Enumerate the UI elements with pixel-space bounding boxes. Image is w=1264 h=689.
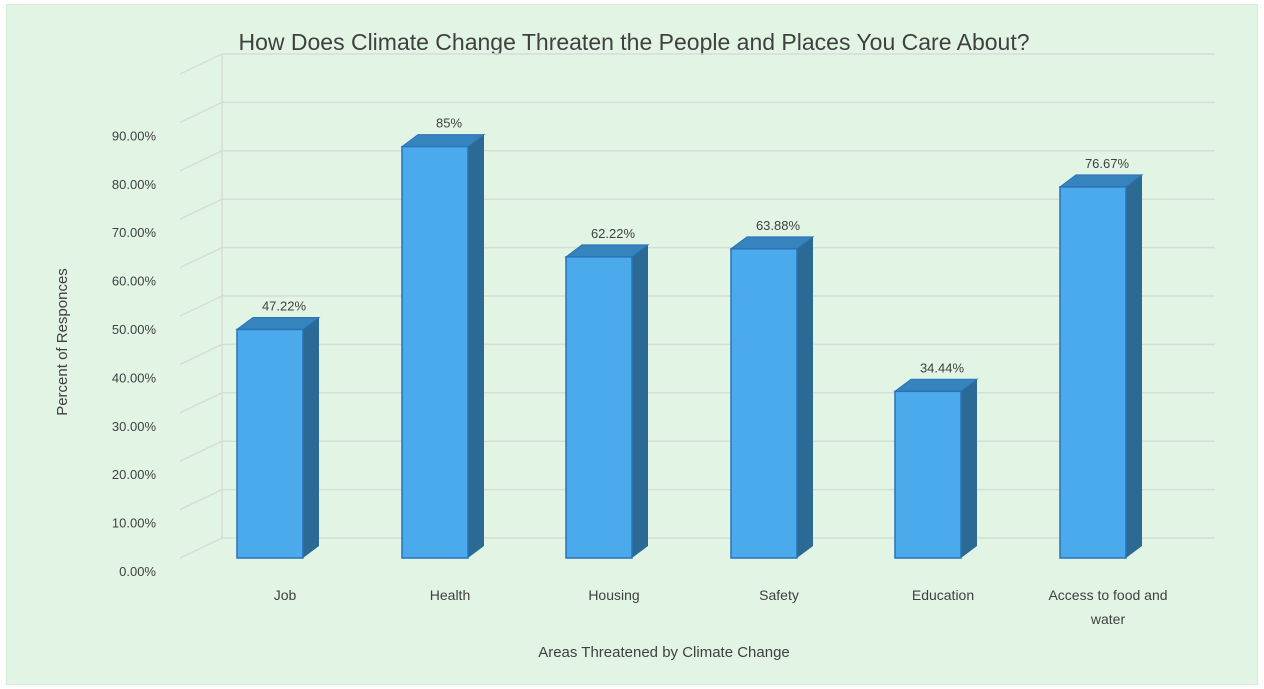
bar-front <box>401 145 469 559</box>
y-tick-label: 10.00% <box>112 516 157 531</box>
gridline-diagonal <box>179 488 223 511</box>
y-axis-title: Percent of Responces <box>54 268 71 416</box>
bar-front <box>1059 186 1127 559</box>
data-label: 76.67% <box>1085 156 1130 171</box>
y-tick-label: 60.00% <box>112 274 157 289</box>
gridline-diagonal <box>179 246 223 269</box>
bar: 34.44% <box>893 360 979 559</box>
x-axis-title: Areas Threatened by Climate Change <box>538 644 790 661</box>
y-tick-label: 50.00% <box>112 322 157 337</box>
y-tick-label: 70.00% <box>112 225 157 240</box>
bar-front <box>894 390 962 559</box>
y-tick-label: 90.00% <box>112 128 157 143</box>
bar-side <box>797 236 813 558</box>
data-label: 85% <box>436 116 462 131</box>
x-axis-categories: Job Health Housing Safety Education Access to… <box>274 587 1168 627</box>
x-category-label: Education <box>912 587 974 603</box>
bar: 76.67% <box>1058 156 1144 559</box>
data-label: 34.44% <box>920 360 965 375</box>
chart-title: How Does Climate Change Threaten the Peo… <box>238 29 1029 55</box>
y-tick-label: 80.00% <box>112 177 157 192</box>
gridline-diagonal <box>179 295 223 317</box>
bar: 85% <box>400 116 486 559</box>
bar-front <box>730 248 798 559</box>
gridline-diagonal <box>179 101 223 124</box>
data-label: 62.22% <box>591 226 636 241</box>
x-category-label: water <box>1090 611 1126 627</box>
x-category-label: Job <box>274 587 297 603</box>
bar-front <box>565 256 633 559</box>
bars: 47.22% 85% 62.22% 63.88% 34.44% 76.67% <box>235 116 1144 559</box>
y-tick-label: 20.00% <box>112 467 157 482</box>
y-tick-label: 40.00% <box>112 370 157 385</box>
y-tick-label: 0.00% <box>119 564 156 579</box>
y-tick-label: 30.00% <box>112 419 157 434</box>
bar-side <box>303 317 319 558</box>
x-category-label: Safety <box>759 587 799 603</box>
data-label: 47.22% <box>262 298 307 313</box>
bar: 63.88% <box>729 218 815 559</box>
y-axis-ticks: 0.00% 10.00% 20.00% 30.00% 40.00% 50.00% 60.00… <box>112 128 157 579</box>
x-category-label: Housing <box>588 587 639 603</box>
bar-front <box>236 328 304 559</box>
bar-side <box>961 379 977 558</box>
gridline-diagonal <box>179 343 223 366</box>
gridline-diagonal <box>179 537 223 559</box>
x-category-label: Access to food and <box>1048 587 1167 603</box>
data-label: 63.88% <box>756 218 801 233</box>
bar: 47.22% <box>235 298 321 559</box>
bar-side <box>632 244 648 558</box>
gridline-diagonal <box>179 440 223 462</box>
bar-side <box>1126 174 1142 558</box>
gridline-diagonal <box>179 392 223 414</box>
gridline-diagonal <box>179 150 223 172</box>
bar: 62.22% <box>564 226 650 559</box>
gridline-diagonal <box>179 53 223 75</box>
gridline-diagonal <box>179 198 223 220</box>
gridlines <box>179 53 1215 559</box>
x-category-label: Health <box>430 587 470 603</box>
bar-side <box>468 134 484 558</box>
